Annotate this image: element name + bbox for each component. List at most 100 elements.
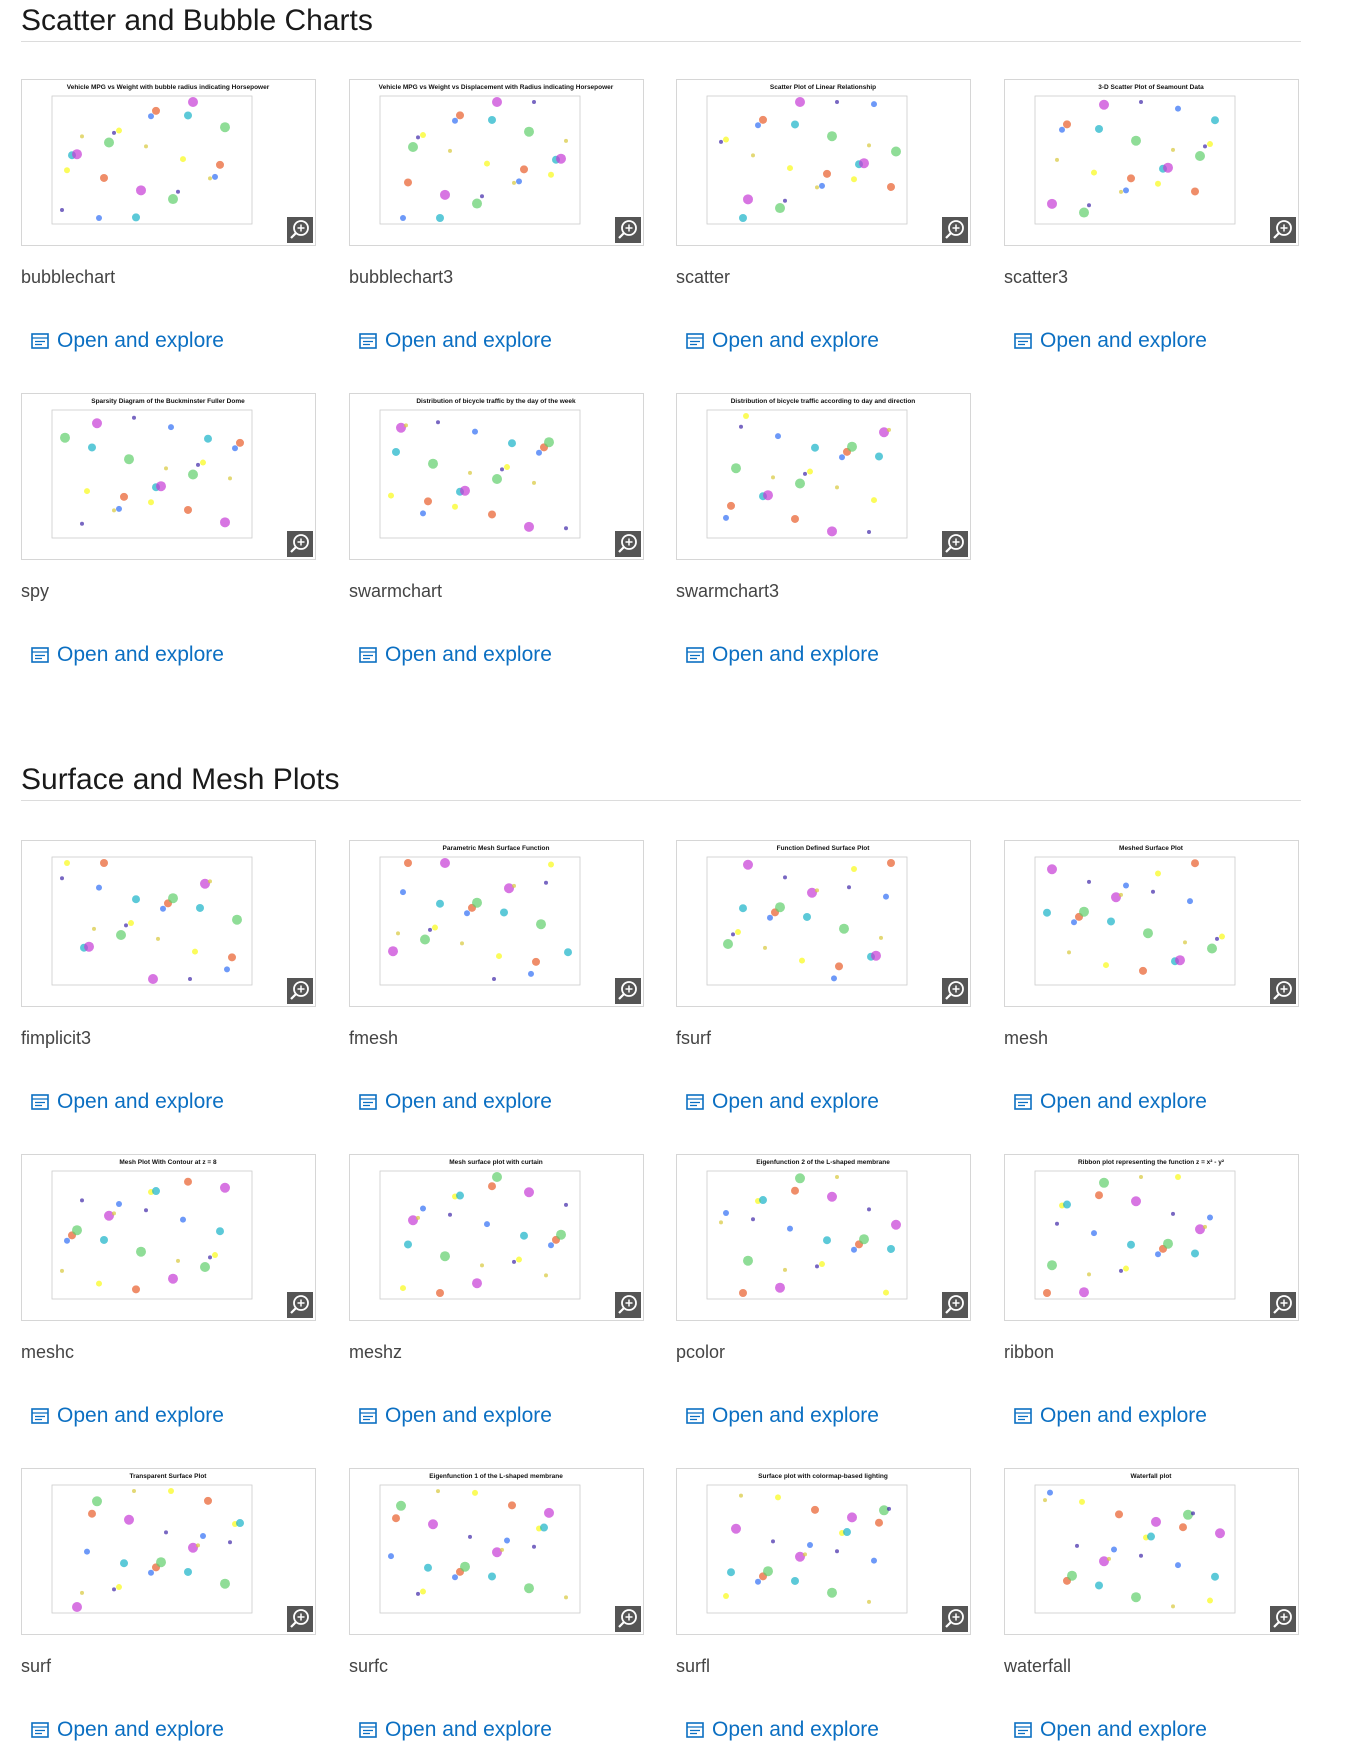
thumbnail[interactable]: 3-D Scatter Plot of Seamount Data <box>1004 79 1299 246</box>
zoom-icon <box>621 1295 637 1311</box>
zoom-icon <box>293 1295 309 1311</box>
open-link[interactable]: Open and explore <box>31 1403 224 1429</box>
thumbnail[interactable]: Ribbon plot representing the function z … <box>1004 1154 1299 1321</box>
link-icon-frame <box>1014 1408 1032 1424</box>
link-text[interactable]: Open and explore <box>385 1718 552 1741</box>
link-text[interactable]: Open and explore <box>1040 1718 1207 1741</box>
zoom-icon <box>625 224 633 232</box>
link-text[interactable]: Open and explore <box>57 1404 224 1427</box>
decoration <box>188 469 198 480</box>
thumbnail[interactable]: Meshed Surface Plot <box>1004 840 1299 1007</box>
thumbnail[interactable]: Vehicle MPG vs Weight with bubble radius… <box>21 79 316 246</box>
link-text[interactable]: Open and explore <box>712 1090 879 1113</box>
decoration <box>727 1568 735 1577</box>
link-text[interactable]: Open and explore <box>57 329 224 352</box>
zoom-icon <box>621 1609 637 1625</box>
link-text[interactable]: Open and explore <box>1040 1090 1207 1113</box>
open-link[interactable]: Open and explore <box>359 328 552 354</box>
link-text[interactable]: Open and explore <box>385 643 552 666</box>
decoration <box>84 488 90 495</box>
decoration <box>548 1242 554 1249</box>
open-link[interactable]: Open and explore <box>686 1717 879 1743</box>
decoration <box>112 1211 116 1216</box>
thumbnail[interactable]: Distribution of bicycle traffic by the d… <box>349 393 644 560</box>
open-link[interactable]: Open and explore <box>686 1089 879 1115</box>
decoration <box>404 178 412 187</box>
decoration <box>540 1523 548 1532</box>
open-link[interactable]: Open and explore <box>359 642 552 668</box>
decoration <box>564 1595 568 1600</box>
thumbnail[interactable]: Scatter Plot of Linear Relationship <box>676 79 971 246</box>
open-link[interactable]: Open and explore <box>359 1089 552 1115</box>
link-text[interactable]: Open and explore <box>57 1718 224 1741</box>
decoration <box>428 458 438 469</box>
thumbnail[interactable]: Surface plot with colormap-based lightin… <box>676 1468 971 1635</box>
thumbnail[interactable]: Sparsity Diagram of the Buckminster Full… <box>21 393 316 560</box>
decoration <box>536 919 546 930</box>
decoration <box>156 1557 166 1568</box>
decoration <box>1171 1211 1175 1216</box>
decoration <box>795 1551 805 1562</box>
open-link[interactable]: Open and explore <box>359 1717 552 1743</box>
decoration <box>883 1289 889 1296</box>
link-text[interactable]: Open and explore <box>1040 329 1207 352</box>
decoration <box>92 926 96 931</box>
decoration <box>1179 1523 1187 1532</box>
link-text[interactable]: Open and explore <box>57 1090 224 1113</box>
open-link[interactable]: Open and explore <box>31 1717 224 1743</box>
link-text[interactable]: Open and explore <box>712 1718 879 1741</box>
decoration <box>204 434 212 443</box>
open-link[interactable]: Open and explore <box>686 328 879 354</box>
open-link[interactable]: Open and explore <box>1014 1403 1207 1429</box>
decoration <box>396 1500 406 1511</box>
decoration <box>1107 1556 1111 1561</box>
open-link[interactable]: Open and explore <box>31 1089 224 1115</box>
zoom-icon <box>1273 1307 1280 1314</box>
open-link[interactable]: Open and explore <box>1014 328 1207 354</box>
link-icon-lines <box>32 1412 48 1421</box>
decoration <box>1087 1272 1091 1277</box>
thumbnail[interactable]: Vehicle MPG vs Weight vs Displacement wi… <box>349 79 644 246</box>
decoration <box>1047 864 1057 875</box>
open-link[interactable]: Open and explore <box>686 1403 879 1429</box>
decoration <box>887 182 895 191</box>
open-link[interactable]: Open and explore <box>686 642 879 668</box>
decoration <box>112 508 116 513</box>
thumbnail[interactable]: Transparent Surface Plot <box>21 1468 316 1635</box>
decoration <box>188 97 198 107</box>
decoration <box>492 1172 502 1182</box>
thumbnail[interactable]: Parametric Mesh Surface Function <box>349 840 644 1007</box>
decoration <box>396 931 400 936</box>
link-text[interactable]: Open and explore <box>385 1404 552 1427</box>
zoom-icon <box>945 232 952 239</box>
thumbnail[interactable]: Waterfall plot <box>1004 1468 1299 1635</box>
example-name: fsurf <box>676 1028 712 1048</box>
open-link[interactable]: Open and explore <box>359 1403 552 1429</box>
plot-frame <box>1034 856 1236 986</box>
link-text[interactable]: Open and explore <box>385 329 552 352</box>
open-link[interactable]: Open and explore <box>1014 1089 1207 1115</box>
decoration <box>492 97 502 107</box>
zoom-icon <box>1276 1295 1292 1311</box>
thumbnail[interactable]: Function Defined Surface Plot <box>676 840 971 1007</box>
link-text[interactable]: Open and explore <box>385 1090 552 1113</box>
link-text[interactable]: Open and explore <box>712 329 879 352</box>
link-text[interactable]: Open and explore <box>1040 1404 1207 1427</box>
open-link[interactable]: Open and explore <box>31 642 224 668</box>
thumbnail[interactable]: Eigenfunction 1 of the L-shaped membrane <box>349 1468 644 1635</box>
link-text[interactable]: Open and explore <box>57 643 224 666</box>
link-text[interactable]: Open and explore <box>712 1404 879 1427</box>
thumbnail[interactable]: Mesh surface plot with curtain <box>349 1154 644 1321</box>
thumbnail[interactable]: Eigenfunction 2 of the L-shaped membrane <box>676 1154 971 1321</box>
link-text[interactable]: Open and explore <box>712 643 879 666</box>
thumbnail[interactable]: Distribution of bicycle traffic accordin… <box>676 393 971 560</box>
open-link[interactable]: Open and explore <box>1014 1717 1207 1743</box>
plot-frame <box>379 95 581 225</box>
zoom-icon <box>621 981 637 997</box>
thumbnail[interactable]: Mesh Plot With Contour at z = 8 <box>21 1154 316 1321</box>
thumbnail[interactable] <box>21 840 316 1007</box>
decoration <box>835 1549 839 1554</box>
link-icon-frame <box>359 647 377 663</box>
open-link[interactable]: Open and explore <box>31 328 224 354</box>
decoration <box>436 1489 440 1494</box>
